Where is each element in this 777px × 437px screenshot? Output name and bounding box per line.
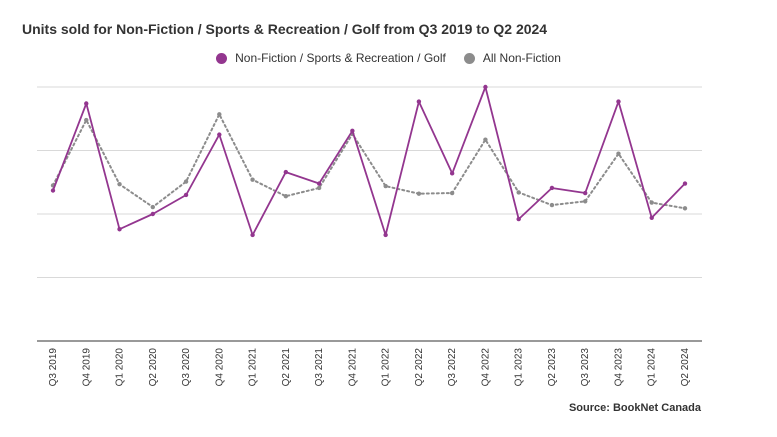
legend-marker-all-nonfiction	[463, 52, 475, 64]
data-point-golf	[516, 216, 521, 222]
data-point-all-nonfiction	[250, 177, 255, 182]
data-point-golf	[150, 211, 155, 217]
data-point-golf	[616, 99, 621, 104]
data-point-all-nonfiction	[483, 137, 488, 142]
x-tick-label: Q1 2024	[647, 348, 658, 387]
series-line-golf	[52, 86, 686, 236]
data-point-all-nonfiction	[682, 206, 688, 211]
x-tick-label: Q4 2023	[613, 348, 624, 387]
data-point-golf	[217, 132, 222, 137]
data-point-golf	[483, 84, 488, 90]
data-point-golf	[117, 227, 122, 232]
x-tick-label: Q2 2020	[148, 348, 159, 387]
x-tick-label: Q1 2021	[248, 348, 259, 387]
x-tick-label: Q1 2022	[381, 348, 392, 387]
data-point-golf	[383, 232, 388, 238]
legend-label-all-nonfiction: All Non-Fiction	[482, 51, 561, 65]
x-tick-label: Q4 2022	[480, 348, 491, 387]
data-point-all-nonfiction	[316, 185, 322, 191]
data-point-all-nonfiction	[416, 191, 422, 196]
data-point-all-nonfiction	[84, 117, 89, 123]
data-point-golf	[350, 128, 355, 134]
data-point-all-nonfiction	[516, 190, 521, 195]
data-point-golf	[316, 181, 322, 186]
series-line-all-nonfiction	[52, 113, 686, 210]
data-point-golf	[84, 101, 89, 106]
chart-title: Units sold for Non-Fiction / Sports & Re…	[22, 21, 548, 37]
data-point-all-nonfiction	[117, 181, 122, 187]
data-point-golf	[682, 181, 688, 186]
legend-label-golf: Non-Fiction / Sports & Recreation / Golf	[235, 51, 446, 65]
data-point-all-nonfiction	[217, 112, 222, 117]
data-point-golf	[649, 215, 654, 221]
data-point-all-nonfiction	[183, 179, 189, 184]
data-point-all-nonfiction	[283, 194, 289, 199]
data-point-golf	[416, 99, 422, 104]
x-tick-label: Q2 2021	[281, 348, 292, 387]
x-tick-label: Q3 2022	[447, 348, 458, 387]
data-point-golf	[583, 190, 588, 196]
x-tick-label: Q3 2019	[48, 348, 59, 387]
legend: Non-Fiction / Sports & Recreation / Golf…	[0, 51, 777, 65]
data-point-all-nonfiction	[449, 190, 455, 196]
x-tick-label: Q1 2023	[514, 348, 525, 387]
data-point-golf	[50, 188, 56, 193]
data-point-golf	[183, 192, 189, 198]
x-tick-label: Q3 2021	[314, 348, 325, 387]
data-point-golf	[283, 169, 289, 175]
data-point-all-nonfiction	[616, 151, 621, 156]
data-point-all-nonfiction	[649, 200, 654, 205]
x-tick-label: Q4 2020	[214, 348, 225, 387]
x-tick-label: Q2 2024	[680, 348, 691, 387]
data-point-golf	[250, 232, 255, 238]
data-point-all-nonfiction	[150, 204, 155, 210]
x-tick-label: Q3 2023	[580, 348, 591, 387]
source-note: Source: BookNet Canada	[568, 402, 701, 414]
data-point-golf	[449, 171, 455, 176]
data-point-all-nonfiction	[383, 183, 388, 189]
x-tick-label: Q4 2019	[81, 348, 92, 387]
data-point-all-nonfiction	[549, 202, 555, 208]
x-tick-label: Q4 2021	[347, 348, 358, 387]
x-tick-label: Q2 2023	[547, 348, 558, 387]
x-tick-label: Q1 2020	[115, 348, 126, 387]
legend-item-all-nonfiction[interactable]: All Non-Fiction	[463, 51, 561, 65]
legend-item-golf[interactable]: Non-Fiction / Sports & Recreation / Golf	[216, 51, 446, 65]
x-tick-label: Q2 2022	[414, 348, 425, 387]
legend-marker-golf	[216, 52, 228, 64]
data-point-golf	[549, 185, 555, 191]
x-tick-label: Q3 2020	[181, 348, 192, 387]
data-point-all-nonfiction	[583, 199, 588, 204]
